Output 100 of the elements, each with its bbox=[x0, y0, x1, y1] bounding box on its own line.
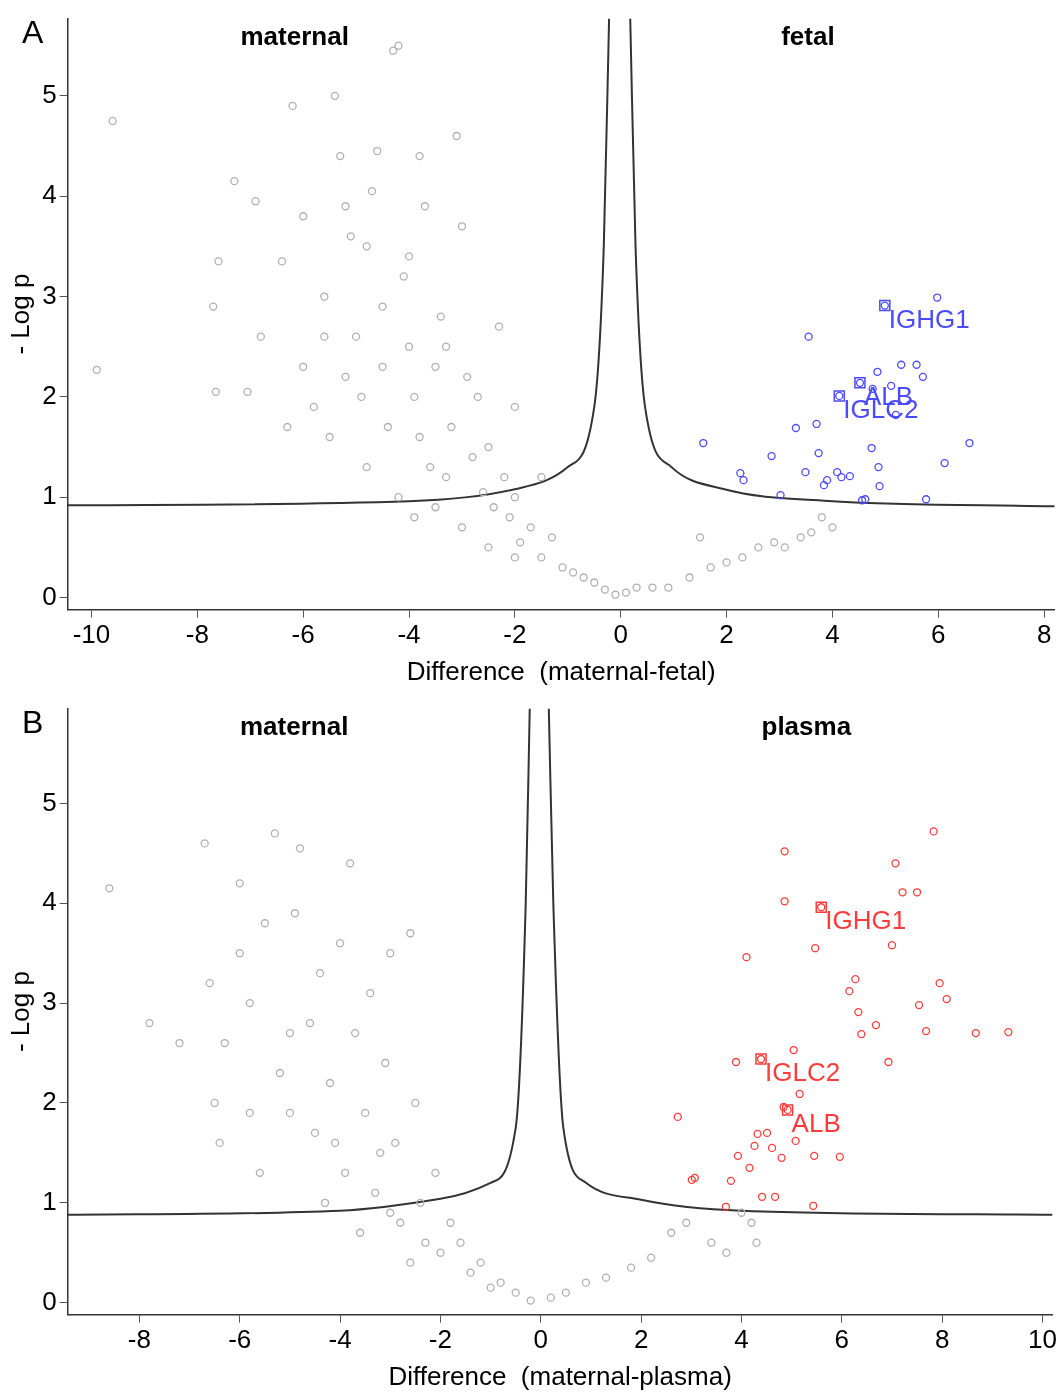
point bbox=[1004, 1027, 1013, 1037]
point bbox=[804, 332, 813, 341]
x-tick-label: -2 bbox=[428, 1324, 452, 1355]
annotation: maternal bbox=[240, 20, 349, 51]
x-tick-label: 2 bbox=[719, 619, 734, 650]
point bbox=[891, 859, 900, 868]
y-axis-title: - Log p bbox=[4, 273, 35, 355]
y-tick-label: 5 bbox=[42, 786, 57, 817]
point bbox=[757, 1192, 767, 1201]
point bbox=[699, 438, 708, 448]
x-tick-label: -2 bbox=[503, 619, 527, 650]
y-tick-label: 2 bbox=[42, 380, 57, 411]
point bbox=[854, 1007, 863, 1017]
point bbox=[690, 1173, 699, 1182]
x-axis-title: Difference (maternal-fetal) bbox=[406, 655, 716, 686]
x-tick-label: 4 bbox=[825, 619, 840, 650]
x-tick-label: 6 bbox=[834, 1324, 850, 1355]
point bbox=[814, 448, 823, 458]
point bbox=[779, 1102, 788, 1112]
annotation: maternal bbox=[239, 710, 349, 741]
y-tick-label: 3 bbox=[42, 279, 57, 310]
point bbox=[873, 367, 882, 376]
point bbox=[789, 1045, 798, 1055]
x-tick-label: -6 bbox=[228, 1324, 252, 1355]
point bbox=[731, 1057, 741, 1067]
point bbox=[912, 888, 922, 897]
annotation: IGHG1 bbox=[888, 303, 970, 334]
x-tick-label: -6 bbox=[291, 619, 315, 650]
point bbox=[736, 468, 745, 478]
point bbox=[921, 1026, 931, 1036]
point bbox=[726, 1176, 736, 1185]
y-tick-label: 2 bbox=[42, 1086, 57, 1117]
point bbox=[914, 1000, 924, 1010]
point bbox=[921, 495, 931, 504]
point bbox=[965, 438, 974, 448]
y-axis-title: - Log p bbox=[4, 971, 35, 1053]
point bbox=[929, 827, 938, 836]
point bbox=[819, 481, 829, 490]
point bbox=[942, 994, 951, 1004]
x-tick-label: 4 bbox=[734, 1324, 749, 1355]
point bbox=[791, 1136, 800, 1146]
annotation: ALB bbox=[791, 1108, 841, 1139]
y-tick-label: 1 bbox=[42, 1185, 57, 1216]
point bbox=[687, 1175, 696, 1184]
y-tick-label: 1 bbox=[42, 480, 57, 511]
x-tick-label: 0 bbox=[613, 619, 628, 650]
point bbox=[777, 1153, 786, 1163]
y-tick-label: 4 bbox=[42, 886, 57, 917]
annotation: IGHG1 bbox=[825, 905, 907, 936]
x-tick-label: -4 bbox=[328, 1324, 352, 1355]
point bbox=[897, 360, 906, 369]
y-tick-label: 4 bbox=[42, 179, 57, 210]
line-series bbox=[547, 708, 1053, 1216]
point bbox=[780, 897, 789, 906]
point bbox=[810, 1151, 819, 1161]
x-tick-label: 10 bbox=[1028, 1324, 1057, 1355]
point bbox=[812, 419, 821, 429]
point bbox=[762, 1128, 772, 1138]
point bbox=[861, 495, 870, 504]
point bbox=[780, 847, 789, 856]
y-tick-label: 3 bbox=[42, 986, 57, 1017]
point bbox=[721, 1202, 731, 1211]
line-series bbox=[629, 18, 1055, 508]
point bbox=[867, 443, 876, 453]
point bbox=[835, 1152, 844, 1162]
y-tick-label: 0 bbox=[42, 1285, 57, 1316]
point bbox=[739, 476, 748, 485]
x-tick-label: 0 bbox=[533, 1324, 549, 1355]
point bbox=[884, 1057, 893, 1067]
point bbox=[733, 1151, 743, 1161]
y-tick-label: 5 bbox=[42, 79, 57, 110]
point bbox=[851, 975, 860, 984]
point bbox=[811, 944, 820, 953]
x-axis-title: Difference (maternal-plasma) bbox=[388, 1360, 732, 1391]
point bbox=[833, 467, 842, 477]
point bbox=[795, 1089, 804, 1099]
point bbox=[767, 451, 776, 461]
x-tick-label: 2 bbox=[633, 1324, 649, 1355]
point bbox=[871, 1020, 881, 1030]
annotation: IGLC2 bbox=[765, 1057, 841, 1088]
point bbox=[750, 1141, 759, 1151]
point bbox=[918, 372, 928, 381]
chart-title: B bbox=[22, 703, 44, 740]
point bbox=[971, 1028, 980, 1038]
point bbox=[845, 472, 855, 481]
y-tick-label: 0 bbox=[42, 580, 57, 611]
point bbox=[887, 941, 897, 950]
annotation: fetal bbox=[781, 20, 835, 51]
x-tick-label: 8 bbox=[934, 1324, 950, 1355]
point bbox=[837, 473, 846, 482]
point bbox=[822, 476, 832, 485]
point bbox=[912, 360, 921, 369]
point bbox=[874, 462, 883, 472]
point bbox=[767, 1143, 777, 1153]
x-tick-label: -8 bbox=[185, 619, 209, 650]
x-tick-label: 6 bbox=[931, 619, 946, 650]
point bbox=[742, 953, 751, 962]
point bbox=[875, 482, 884, 491]
point bbox=[940, 458, 949, 468]
point bbox=[935, 979, 944, 988]
